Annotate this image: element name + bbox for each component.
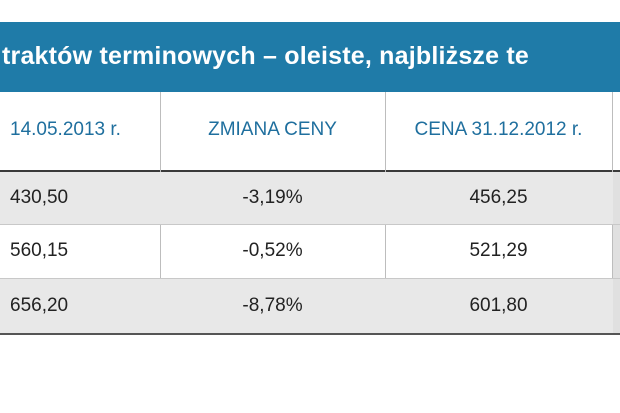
column-header: CENA 31.12.2012 r.: [414, 119, 583, 140]
table-cell: -3,19%: [242, 187, 303, 208]
table-cell: -0,52%: [242, 240, 303, 261]
table-cell: -8,78%: [242, 294, 303, 316]
cut-column: [613, 278, 620, 333]
table-cell: 456,25: [469, 187, 528, 208]
table-title: traktów terminowych – oleiste, najbliższ…: [2, 42, 530, 70]
table-bottom-border: [0, 333, 620, 335]
table-cell: 430,50: [10, 187, 69, 208]
cut-column: [613, 172, 620, 224]
row-background: [0, 278, 620, 333]
row-divider: [0, 278, 620, 279]
cut-column: [613, 224, 620, 278]
table-cell: 521,29: [469, 240, 528, 261]
table-cell: 656,20: [10, 294, 69, 316]
table-cell: 601,80: [469, 294, 528, 316]
column-header-row: [0, 92, 620, 172]
row-background: [0, 172, 620, 224]
column-header: 14.05.2013 r.: [10, 119, 121, 140]
title-bar: traktów terminowych – oleiste, najbliższ…: [0, 22, 620, 92]
row-divider: [0, 224, 620, 225]
table-cell: 560,15: [10, 240, 69, 261]
column-header: ZMIANA CENY: [208, 119, 337, 140]
